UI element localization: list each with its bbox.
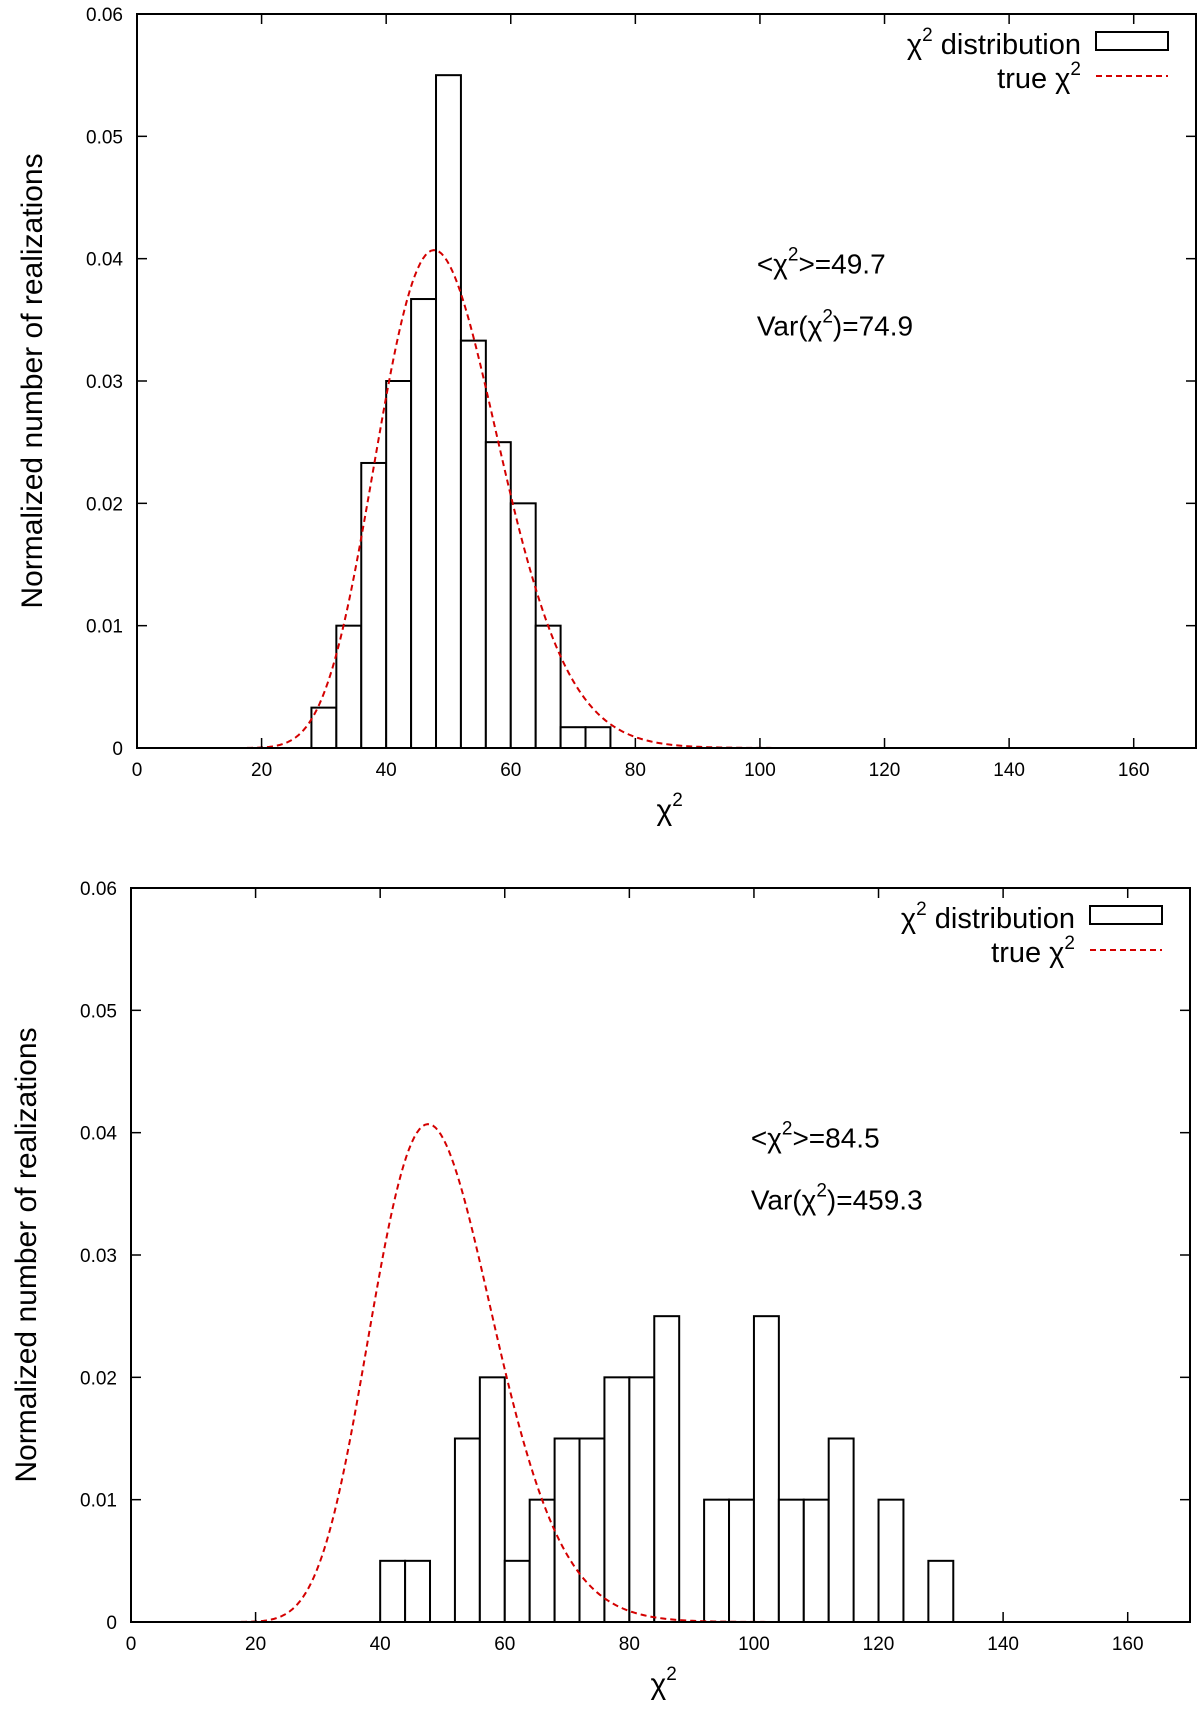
histogram-bar	[435, 74, 462, 749]
x-tick-label: 140	[987, 1634, 1019, 1655]
x-tick-label: 100	[744, 760, 776, 781]
histogram-bar	[503, 1559, 531, 1624]
plot-frame	[136, 13, 1197, 749]
x-axis-label: χ2	[651, 1664, 677, 1701]
histogram-bar	[484, 441, 512, 749]
x-tick-label: 80	[625, 760, 646, 781]
histogram-bar	[703, 1498, 731, 1623]
legend-label: χ2 distribution	[901, 899, 1075, 935]
annotation: Var(χ2)=459.3	[751, 1181, 923, 1216]
x-tick-label: 0	[126, 1634, 137, 1655]
x-tick-label: 60	[494, 1634, 515, 1655]
x-tick-label: 40	[370, 1634, 391, 1655]
histogram-bar	[528, 1498, 556, 1623]
histogram-bar	[628, 1376, 656, 1624]
histogram-bar	[827, 1437, 855, 1623]
legend-label: true χ2	[991, 933, 1075, 969]
histogram-bar	[553, 1437, 581, 1623]
annotation: Var(χ2)=74.9	[757, 307, 913, 342]
histogram-bar	[653, 1315, 681, 1623]
x-tick-label: 20	[251, 760, 272, 781]
histogram-bar	[534, 624, 562, 750]
x-tick-label: 60	[500, 760, 521, 781]
x-tick-label: 100	[738, 1634, 770, 1655]
y-tick-label: 0.04	[86, 250, 123, 271]
x-tick-label: 160	[1112, 1634, 1144, 1655]
y-tick-label: 0.05	[80, 1001, 117, 1022]
x-tick-label: 120	[869, 760, 901, 781]
histogram-bar	[360, 461, 388, 749]
histogram-bar	[410, 298, 438, 749]
x-tick-label: 0	[132, 760, 143, 781]
y-tick-label: 0.01	[86, 617, 123, 638]
y-tick-label: 0.03	[80, 1246, 117, 1267]
annotation: <χ2>=49.7	[757, 245, 886, 280]
y-tick-label: 0.01	[80, 1491, 117, 1512]
histogram-bar	[728, 1498, 755, 1623]
histogram-bar	[927, 1559, 955, 1624]
legend-swatch-box	[1095, 31, 1169, 51]
histogram-bar	[379, 1559, 407, 1624]
chart-panel-bottom: 0 20 40 60 80 100 120 140 160 0 0.01 0.02 0.03 0.04 0.…	[10, 879, 1191, 1701]
chart-panel-top: 0 20 40 60 80 100 120 140 160 0 0.01 0.02 0.03 0.04 0.…	[16, 5, 1197, 827]
x-tick-label: 40	[376, 760, 397, 781]
y-tick-label: 0.05	[86, 127, 123, 148]
annotation: <χ2>=84.5	[751, 1119, 880, 1154]
y-axis-label: Normalized number of realizations	[10, 1027, 43, 1482]
y-tick-label: 0.02	[86, 494, 123, 515]
y-tick-label: 0.04	[80, 1124, 117, 1145]
true-chi2-curve	[137, 249, 1196, 749]
histogram-bar	[335, 624, 363, 750]
legend-label: χ2 distribution	[907, 25, 1081, 61]
y-tick-label: 0.06	[86, 5, 123, 26]
histogram-bar	[777, 1498, 805, 1623]
histogram-bar	[459, 339, 487, 749]
y-tick-label: 0.02	[80, 1368, 117, 1389]
x-tick-label: 120	[863, 1634, 895, 1655]
x-axis-label: χ2	[657, 790, 683, 827]
x-tick-label: 160	[1118, 760, 1150, 781]
histogram-bar	[584, 726, 612, 749]
x-tick-label: 140	[993, 760, 1025, 781]
y-axis-label: Normalized number of realizations	[16, 153, 49, 608]
y-tick-label: 0.03	[86, 372, 123, 393]
histogram-bar	[453, 1437, 481, 1623]
histogram-bar	[478, 1376, 506, 1624]
histogram-bar	[802, 1498, 830, 1623]
x-tick-label: 80	[619, 1634, 640, 1655]
histogram-bar	[877, 1498, 905, 1623]
histogram-bar	[752, 1315, 780, 1623]
y-tick-label: 0.06	[80, 879, 117, 900]
y-tick-label: 0	[112, 739, 123, 760]
x-tick-label: 20	[245, 1634, 266, 1655]
legend-label: true χ2	[997, 59, 1081, 95]
y-tick-label: 0	[106, 1613, 117, 1634]
histogram-bar	[404, 1559, 432, 1624]
histogram-bar	[385, 380, 413, 749]
histogram-bar	[509, 502, 537, 750]
histogram-bar	[603, 1376, 631, 1624]
legend-swatch-box	[1089, 905, 1163, 925]
histogram-bar	[559, 726, 587, 749]
